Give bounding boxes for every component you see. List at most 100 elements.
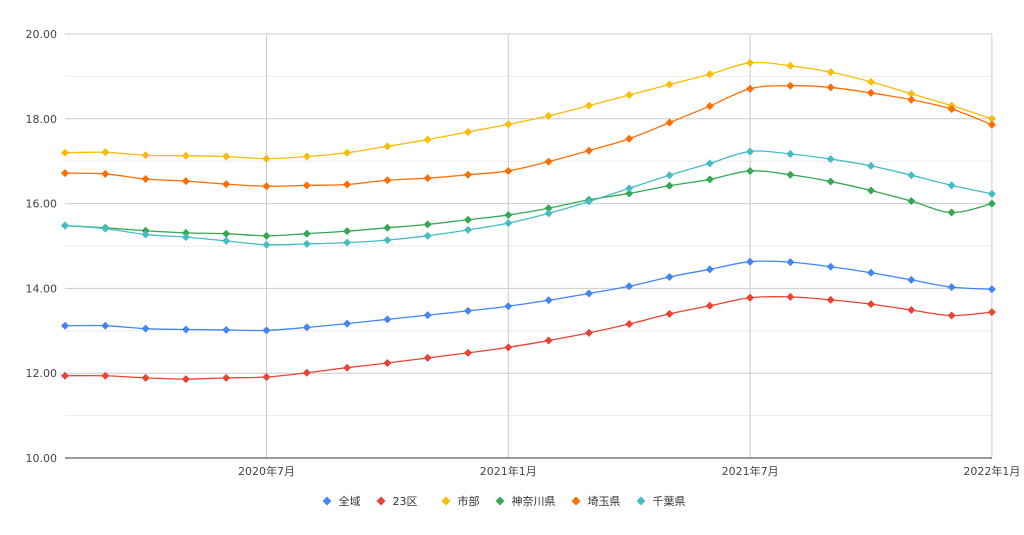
data-point-marker[interactable] bbox=[867, 300, 875, 309]
data-point-marker[interactable] bbox=[584, 101, 593, 110]
data-point-marker[interactable] bbox=[867, 88, 875, 97]
data-point-marker[interactable] bbox=[423, 311, 432, 320]
data-point-marker[interactable] bbox=[544, 111, 553, 120]
data-point-marker[interactable] bbox=[343, 227, 352, 236]
data-point-marker[interactable] bbox=[665, 272, 674, 281]
data-point-marker[interactable] bbox=[181, 228, 190, 237]
data-point-marker[interactable] bbox=[302, 368, 311, 377]
data-point-marker[interactable] bbox=[786, 81, 795, 90]
data-point-marker[interactable] bbox=[61, 169, 69, 178]
legend-item[interactable]: 埼玉県 bbox=[571, 494, 621, 508]
data-point-marker[interactable] bbox=[867, 77, 875, 86]
data-point-marker[interactable] bbox=[181, 151, 190, 160]
data-point-marker[interactable] bbox=[584, 328, 593, 337]
data-point-marker[interactable] bbox=[101, 169, 110, 178]
data-point-marker[interactable] bbox=[464, 170, 472, 179]
data-point-marker[interactable] bbox=[826, 83, 835, 92]
data-point-marker[interactable] bbox=[544, 157, 553, 166]
data-point-marker[interactable] bbox=[423, 353, 432, 362]
data-point-marker[interactable] bbox=[61, 221, 69, 230]
data-point-marker[interactable] bbox=[302, 152, 311, 161]
data-point-marker[interactable] bbox=[181, 325, 190, 334]
data-point-marker[interactable] bbox=[987, 114, 996, 123]
data-point-marker[interactable] bbox=[947, 283, 956, 292]
data-point-marker[interactable] bbox=[141, 324, 150, 333]
data-point-marker[interactable] bbox=[302, 323, 311, 332]
data-point-marker[interactable] bbox=[947, 208, 956, 217]
data-point-marker[interactable] bbox=[705, 301, 714, 310]
data-point-marker[interactable] bbox=[343, 363, 352, 372]
data-point-marker[interactable] bbox=[302, 181, 311, 190]
data-point-marker[interactable] bbox=[101, 148, 110, 157]
data-point-marker[interactable] bbox=[423, 135, 432, 144]
data-point-marker[interactable] bbox=[665, 181, 674, 190]
data-point-marker[interactable] bbox=[383, 315, 392, 324]
data-point-marker[interactable] bbox=[504, 343, 513, 352]
data-point-marker[interactable] bbox=[665, 309, 674, 318]
data-point-marker[interactable] bbox=[746, 166, 755, 175]
data-point-marker[interactable] bbox=[141, 373, 150, 382]
data-point-marker[interactable] bbox=[584, 289, 593, 298]
data-point-marker[interactable] bbox=[383, 223, 392, 232]
data-point-marker[interactable] bbox=[343, 180, 352, 189]
data-point-marker[interactable] bbox=[987, 308, 996, 317]
data-point-marker[interactable] bbox=[504, 211, 513, 220]
data-point-marker[interactable] bbox=[947, 181, 956, 190]
data-point-marker[interactable] bbox=[504, 120, 513, 129]
data-point-marker[interactable] bbox=[625, 282, 634, 291]
data-point-marker[interactable] bbox=[746, 84, 755, 93]
legend-item[interactable]: 市部 bbox=[441, 494, 480, 508]
data-point-marker[interactable] bbox=[625, 91, 634, 100]
data-point-marker[interactable] bbox=[625, 184, 634, 193]
data-point-marker[interactable] bbox=[584, 197, 593, 206]
data-point-marker[interactable] bbox=[907, 306, 916, 315]
data-point-marker[interactable] bbox=[262, 326, 271, 335]
data-point-marker[interactable] bbox=[101, 371, 110, 380]
data-point-marker[interactable] bbox=[907, 95, 916, 104]
data-point-marker[interactable] bbox=[786, 149, 795, 158]
data-point-marker[interactable] bbox=[867, 268, 875, 277]
data-point-marker[interactable] bbox=[746, 257, 755, 266]
data-point-marker[interactable] bbox=[222, 180, 231, 189]
data-point-marker[interactable] bbox=[464, 127, 472, 136]
data-point-marker[interactable] bbox=[786, 61, 795, 70]
data-point-marker[interactable] bbox=[343, 148, 352, 157]
data-point-marker[interactable] bbox=[464, 225, 472, 234]
data-point-marker[interactable] bbox=[504, 302, 513, 311]
data-point-marker[interactable] bbox=[262, 182, 271, 191]
legend-item[interactable]: 23区 bbox=[376, 495, 418, 508]
data-point-marker[interactable] bbox=[141, 151, 150, 160]
data-point-marker[interactable] bbox=[625, 320, 634, 329]
data-point-marker[interactable] bbox=[302, 229, 311, 238]
data-point-marker[interactable] bbox=[907, 197, 916, 206]
data-point-marker[interactable] bbox=[907, 171, 916, 180]
data-point-marker[interactable] bbox=[302, 239, 311, 248]
data-point-marker[interactable] bbox=[222, 236, 231, 245]
data-point-marker[interactable] bbox=[544, 209, 553, 218]
data-point-marker[interactable] bbox=[786, 170, 795, 179]
data-point-marker[interactable] bbox=[987, 199, 996, 208]
data-point-marker[interactable] bbox=[867, 186, 875, 195]
data-point-marker[interactable] bbox=[262, 231, 271, 240]
data-point-marker[interactable] bbox=[705, 70, 714, 79]
data-point-marker[interactable] bbox=[423, 174, 432, 183]
data-point-marker[interactable] bbox=[464, 215, 472, 224]
data-point-marker[interactable] bbox=[383, 359, 392, 368]
data-point-marker[interactable] bbox=[826, 262, 835, 271]
data-point-marker[interactable] bbox=[222, 325, 231, 334]
data-point-marker[interactable] bbox=[625, 134, 634, 143]
data-point-marker[interactable] bbox=[705, 102, 714, 111]
data-point-marker[interactable] bbox=[665, 80, 674, 89]
data-point-marker[interactable] bbox=[665, 171, 674, 180]
data-point-marker[interactable] bbox=[746, 58, 755, 67]
data-point-marker[interactable] bbox=[907, 89, 916, 98]
data-point-marker[interactable] bbox=[947, 105, 956, 114]
data-point-marker[interactable] bbox=[584, 146, 593, 155]
data-point-marker[interactable] bbox=[262, 240, 271, 249]
data-point-marker[interactable] bbox=[544, 296, 553, 305]
data-point-marker[interactable] bbox=[907, 275, 916, 284]
data-point-marker[interactable] bbox=[222, 152, 231, 161]
data-point-marker[interactable] bbox=[504, 219, 513, 228]
data-point-marker[interactable] bbox=[181, 177, 190, 186]
data-point-marker[interactable] bbox=[504, 166, 513, 175]
